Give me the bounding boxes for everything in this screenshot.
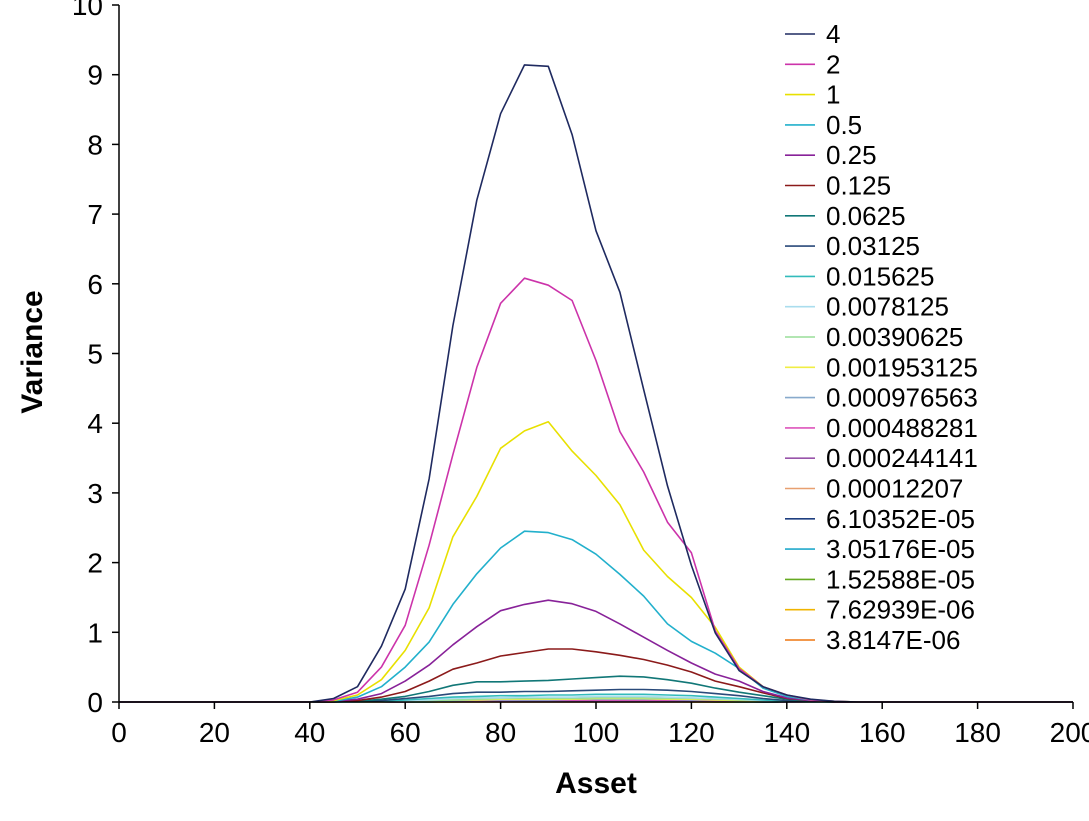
legend-entry: 0.00390625 [826,322,963,352]
y-tick-label: 6 [87,269,103,300]
legend-entry: 0.001953125 [826,352,978,382]
legend-entry: 0.25 [826,140,877,170]
y-tick-label: 0 [87,687,103,718]
legend-entry: 0.000976563 [826,383,978,413]
x-tick-label: 100 [573,717,620,748]
x-tick-label: 140 [763,717,810,748]
legend-entry: 0.03125 [826,231,920,261]
y-tick-label: 1 [87,617,103,648]
y-tick-label: 10 [72,0,103,21]
legend: 4210.50.250.1250.06250.031250.0156250.00… [785,19,978,655]
legend-entry: 2 [826,49,840,79]
legend-entry: 0.000244141 [826,443,978,473]
legend-entry: 0.0625 [826,201,906,231]
legend-entry: 0.000488281 [826,413,978,443]
x-tick-label: 200 [1050,717,1089,748]
x-tick-label: 160 [859,717,906,748]
legend-entry: 0.00012207 [826,474,963,504]
y-tick-label: 2 [87,548,103,579]
legend-entry: 0.0078125 [826,292,949,322]
legend-entry: 0.5 [826,110,862,140]
x-tick-label: 180 [954,717,1001,748]
legend-entry: 6.10352E-05 [826,504,975,534]
y-tick-label: 3 [87,478,103,509]
legend-entry: 0.015625 [826,261,934,291]
y-tick-label: 4 [87,408,103,439]
legend-entry: 1.52588E-05 [826,564,975,594]
x-axis-ticks: 0 20 40 60 80 100 120 140 160 180 200 [111,702,1089,748]
y-axis-ticks: 0 1 2 3 4 5 6 7 8 9 10 [72,0,119,718]
legend-entry: 7.62939E-06 [826,595,975,625]
legend-entry: 3.05176E-05 [826,534,975,564]
legend-entry: 1 [826,80,840,110]
x-tick-label: 40 [294,717,325,748]
legend-entry: 4 [826,19,840,49]
y-axis-title: Variance [16,290,49,413]
y-tick-label: 5 [87,339,103,370]
x-tick-label: 60 [390,717,421,748]
y-tick-label: 8 [87,129,103,160]
y-tick-label: 7 [87,199,103,230]
x-tick-label: 120 [668,717,715,748]
x-axis-title: Asset [555,767,637,800]
x-tick-label: 20 [199,717,230,748]
x-tick-label: 80 [485,717,516,748]
legend-entry: 0.125 [826,171,891,201]
x-tick-label: 0 [111,717,127,748]
y-tick-label: 9 [87,60,103,91]
legend-entry: 3.8147E-06 [826,625,960,655]
